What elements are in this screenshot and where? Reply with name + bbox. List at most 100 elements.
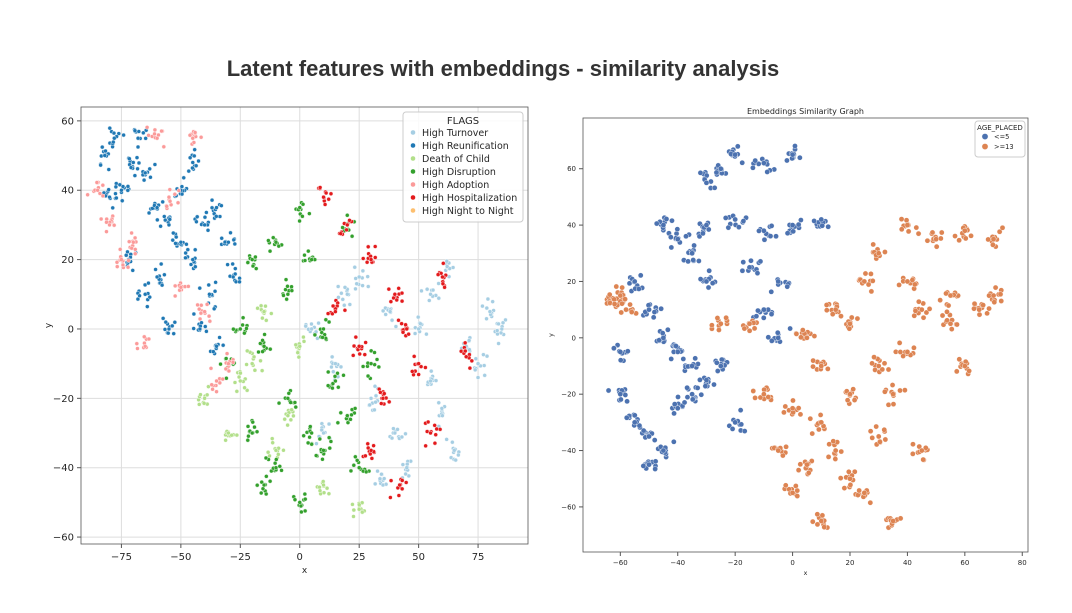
data-point: [273, 465, 279, 470]
data-point: [923, 309, 930, 316]
data-point: [933, 243, 940, 250]
data-point: [380, 396, 386, 401]
data-point: [218, 361, 223, 367]
data-point: [400, 462, 406, 467]
data-point: [226, 240, 231, 245]
data-point: [705, 284, 712, 291]
data-point: [356, 465, 362, 470]
data-point: [254, 266, 259, 271]
data-point: [922, 445, 929, 451]
data-point: [226, 430, 231, 436]
data-point: [403, 471, 408, 477]
data-point: [185, 247, 191, 252]
data-point: [703, 222, 710, 228]
data-point: [111, 130, 117, 136]
data-point: [330, 385, 335, 391]
data-point: [283, 277, 289, 282]
data-point: [875, 363, 882, 369]
data-point: [284, 296, 289, 302]
data-point: [98, 162, 103, 168]
data-point: [902, 387, 908, 393]
data-point: [225, 262, 230, 267]
data-point: [258, 303, 264, 308]
data-point: [718, 165, 724, 172]
data-point: [882, 249, 888, 255]
data-point: [976, 306, 982, 313]
data-point: [178, 285, 184, 290]
data-point: [363, 453, 368, 459]
legend-label: High Disruption: [422, 167, 496, 178]
legend-title: AGE_PLACED: [977, 124, 1023, 132]
data-point: [484, 316, 489, 321]
data-point: [120, 184, 126, 189]
data-point: [224, 376, 229, 381]
data-point: [752, 395, 758, 401]
data-point: [285, 413, 291, 418]
data-point: [207, 319, 213, 324]
data-point: [172, 293, 178, 299]
data-point: [388, 299, 394, 304]
data-point: [376, 364, 382, 370]
data-point: [279, 468, 284, 473]
data-point: [396, 493, 402, 498]
y-tick-label: 0: [68, 324, 74, 335]
data-point: [158, 224, 163, 229]
legend-title: FLAGS: [447, 116, 479, 127]
data-point: [433, 432, 438, 437]
data-point: [267, 479, 273, 484]
data-point: [135, 346, 140, 351]
data-point: [372, 407, 377, 413]
data-point: [147, 294, 152, 300]
data-point: [214, 389, 219, 394]
data-point: [435, 272, 441, 277]
data-point: [623, 306, 629, 313]
data-point: [646, 306, 652, 313]
data-point: [624, 398, 630, 405]
data-point: [869, 278, 876, 284]
data-point: [300, 202, 306, 207]
data-point: [962, 363, 968, 369]
data-point: [869, 360, 875, 367]
data-point: [652, 466, 658, 472]
data-point: [244, 326, 249, 331]
data-point: [323, 317, 329, 322]
data-point: [113, 184, 119, 190]
data-point: [680, 356, 687, 362]
data-point: [166, 326, 172, 332]
data-point: [132, 128, 138, 133]
data-point: [800, 327, 806, 333]
data-point: [252, 368, 258, 373]
data-point: [825, 454, 832, 460]
y-tick-label: −40: [561, 447, 576, 455]
data-point: [636, 286, 642, 292]
data-point: [191, 311, 197, 317]
data-point: [622, 392, 629, 398]
data-point: [789, 405, 796, 412]
legend-marker: [981, 143, 989, 150]
legend-label: Death of Child: [422, 154, 490, 165]
data-point: [467, 365, 473, 371]
data-point: [861, 278, 868, 285]
y-tick-label: −60: [561, 503, 576, 511]
data-point: [264, 318, 269, 323]
data-point: [890, 518, 896, 524]
data-point: [814, 511, 821, 518]
data-point: [268, 346, 273, 352]
data-point: [846, 468, 852, 475]
data-point: [265, 450, 271, 455]
data-point: [326, 319, 332, 325]
data-point: [867, 499, 874, 506]
data-point: [832, 447, 839, 454]
data-point: [805, 469, 812, 476]
data-point: [966, 368, 972, 374]
data-point: [345, 213, 350, 218]
data-point: [369, 456, 375, 461]
data-point: [627, 301, 633, 308]
data-point: [292, 497, 298, 502]
data-point: [399, 290, 405, 296]
data-point: [366, 244, 371, 250]
data-point: [213, 280, 218, 285]
data-point: [187, 155, 193, 160]
data-point: [134, 155, 140, 160]
data-point: [748, 257, 754, 264]
